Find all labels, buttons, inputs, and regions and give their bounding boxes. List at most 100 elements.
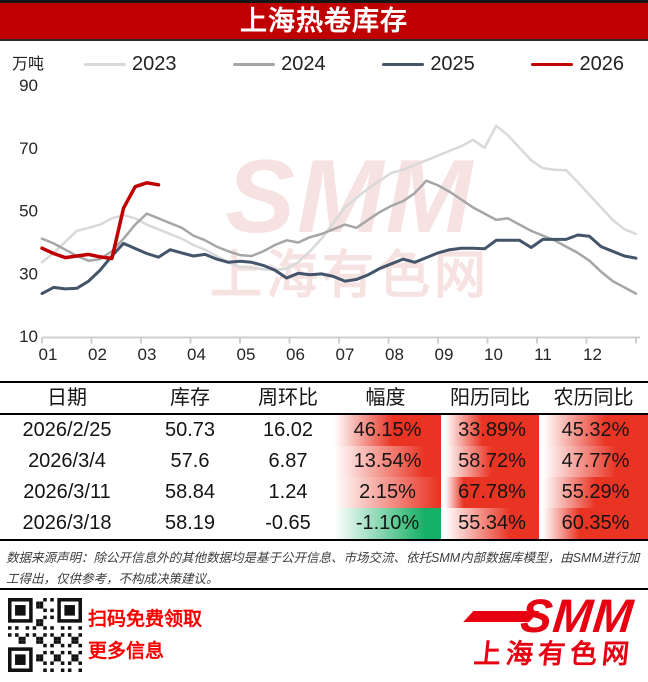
table-header-cell: 农历同比	[553, 387, 634, 409]
legend-item-2023: 2023	[84, 53, 177, 76]
data-source-disclaimer: 数据来源声明：除公开信息外的其他数据均是基于公开信息、市场交流、依托SMM内部数…	[0, 540, 648, 590]
qr-module	[39, 657, 44, 662]
table-cell: 2026/3/11	[23, 481, 111, 503]
x-axis-label: 02	[88, 345, 107, 364]
qr-module	[60, 626, 65, 630]
qr-module	[60, 650, 65, 655]
qr-finder	[15, 654, 26, 665]
legend-line-icon	[382, 63, 425, 66]
qr-module	[50, 598, 54, 602]
table-header-cell: 日期	[47, 387, 87, 409]
page-title: 上海热卷库存	[240, 6, 408, 36]
qr-module	[50, 643, 54, 648]
qr-module	[71, 636, 75, 641]
table-header-row: 日期 库存 周环比 幅度 阳历同比 农历同比	[0, 383, 648, 415]
qr-module	[36, 640, 40, 644]
qr-module	[57, 640, 61, 644]
table-row: 2026/3/4 57.6 6.87 13.54% 58.72% 47.77%	[0, 446, 648, 477]
qr-module	[43, 661, 47, 665]
table-heat-cell: -1.10%	[330, 508, 441, 539]
table-cell: 2026/2/25	[22, 419, 112, 441]
qr-module	[18, 640, 23, 644]
qr-module	[78, 650, 82, 655]
qr-module	[39, 640, 44, 644]
qr-module	[50, 626, 54, 630]
qr-module	[36, 601, 40, 606]
legend-line-icon	[531, 62, 574, 67]
qr-module	[43, 633, 47, 637]
qr-caption-line2: 更多信息	[88, 641, 165, 662]
qr-module	[39, 605, 44, 609]
legend-label: 2023	[132, 53, 177, 75]
qr-module	[43, 626, 47, 630]
qr-module	[78, 626, 82, 630]
table-heat-cell: 58.72%	[441, 446, 539, 477]
x-axis-label: 07	[336, 345, 355, 364]
qr-module	[67, 626, 72, 630]
y-axis-label: 10	[19, 327, 38, 346]
qr-module	[50, 633, 54, 637]
qr-module	[74, 657, 79, 662]
qr-module	[60, 668, 65, 672]
qr-module	[32, 626, 37, 630]
qr-module	[18, 636, 23, 641]
title-banner: 上海热卷库存	[0, 0, 648, 41]
logo-subtext: 上海有色网	[472, 639, 636, 669]
table-heat-cell: 55.34%	[441, 508, 539, 539]
footer: 扫码免费领取 更多信息 SMM 上海有色网	[0, 589, 648, 682]
qr-finder	[15, 605, 26, 616]
qr-module	[25, 626, 30, 630]
table-header-cell: 周环比	[258, 387, 318, 409]
qr-module	[8, 633, 12, 637]
table-cell: 6.87	[268, 450, 308, 472]
table-heat-cell: 13.54%	[330, 446, 441, 477]
qr-module	[22, 640, 26, 644]
qr-module	[50, 661, 54, 665]
qr-module	[57, 657, 61, 662]
x-axis-label: 08	[385, 345, 404, 364]
qr-module	[78, 633, 82, 637]
qr-module	[50, 608, 54, 613]
qr-module	[43, 650, 47, 655]
x-axis-label: 04	[187, 345, 206, 364]
legend-label: 2026	[579, 53, 624, 75]
qr-module	[43, 615, 47, 620]
series-line-2026	[40, 181, 161, 261]
qr-module	[15, 633, 19, 637]
y-axis-label: 90	[19, 76, 38, 95]
table-heat-cell: 33.89%	[441, 415, 539, 446]
table-header-cell: 库存	[170, 387, 210, 409]
qr-code	[8, 598, 82, 672]
qr-module	[43, 668, 47, 672]
qr-module	[78, 668, 82, 672]
qr-module	[53, 654, 58, 658]
series-line-2023	[40, 124, 638, 272]
legend-line-icon	[233, 63, 276, 66]
y-axis-label: 50	[19, 202, 38, 221]
smm-logo: SMM 上海有色网	[459, 589, 637, 670]
qr-module	[36, 654, 40, 658]
qr-module	[67, 650, 72, 655]
qr-module	[71, 654, 75, 658]
qr-module	[53, 657, 58, 662]
y-axis-label: 30	[19, 264, 38, 283]
series-line-2024	[40, 179, 638, 295]
table-cell: 57.6	[170, 450, 210, 472]
table-heat-cell: 45.32%	[539, 415, 648, 446]
x-axis-label: 11	[534, 345, 552, 364]
qr-module	[71, 640, 75, 644]
qr-caption-line1: 扫码免费领取	[88, 609, 203, 630]
legend-item-2025: 2025	[382, 53, 475, 76]
inventory-table: 日期 库存 周环比 幅度 阳历同比 农历同比 2026/2/25 50.73 16.02 46.1…	[0, 381, 648, 541]
x-axis-label: 06	[286, 345, 305, 364]
qr-module	[36, 636, 40, 641]
qr-module	[36, 605, 40, 609]
qr-module	[71, 657, 75, 662]
table-row: 2026/3/11 58.84 1.24 2.15% 67.78% 55.29%	[0, 477, 648, 508]
qr-module	[60, 633, 65, 637]
x-axis-label: 12	[583, 345, 602, 364]
legend-label: 2024	[281, 53, 326, 75]
qr-module	[39, 601, 44, 606]
qr-module	[43, 598, 47, 602]
qr-module	[43, 643, 47, 648]
